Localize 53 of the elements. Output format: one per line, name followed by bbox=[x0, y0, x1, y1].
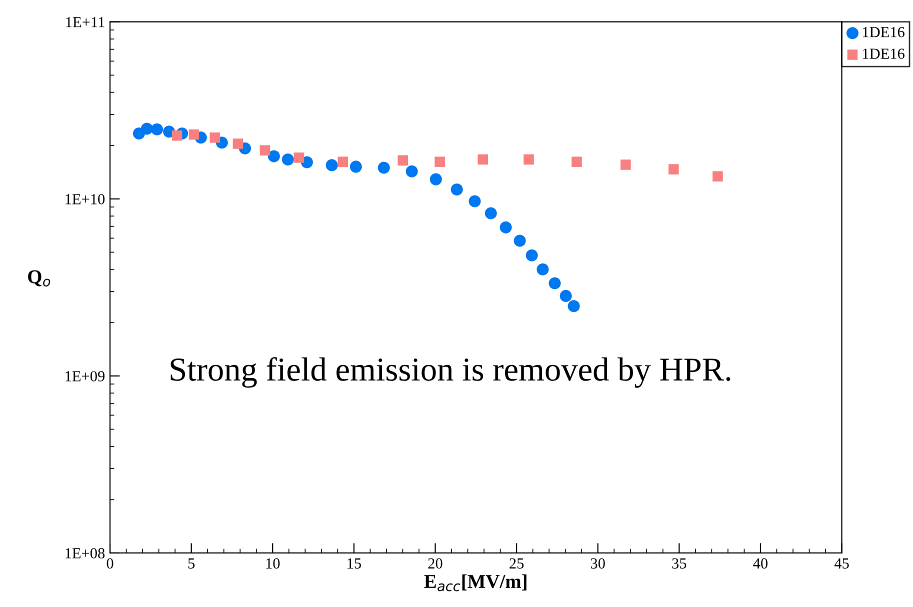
x-tick-label: 20 bbox=[428, 558, 442, 569]
point bbox=[514, 234, 526, 247]
y-tick-label: 1E+10 bbox=[66, 194, 105, 204]
point bbox=[548, 277, 561, 290]
point bbox=[434, 156, 445, 167]
point bbox=[620, 160, 631, 170]
point bbox=[398, 155, 408, 166]
x-tick-label: 10 bbox=[266, 558, 280, 569]
x-tick-label: 0 bbox=[106, 558, 114, 569]
point bbox=[468, 195, 481, 208]
point bbox=[430, 173, 442, 186]
point bbox=[406, 165, 418, 178]
point bbox=[712, 171, 723, 182]
point bbox=[232, 138, 244, 149]
point bbox=[350, 160, 362, 173]
y-axis-title: Q$_{o}$ bbox=[28, 270, 50, 287]
point bbox=[560, 290, 572, 302]
point bbox=[536, 263, 549, 276]
point bbox=[524, 154, 534, 165]
point bbox=[338, 156, 348, 167]
x-tick-label: 45 bbox=[834, 558, 849, 569]
point bbox=[268, 150, 280, 162]
point bbox=[260, 145, 270, 156]
point bbox=[326, 159, 338, 172]
point bbox=[294, 152, 304, 163]
annotation: Strong field emission is removed by HPR. bbox=[170, 357, 730, 388]
x-tick-label: 25 bbox=[510, 558, 524, 569]
y-tick-label: 1E+11 bbox=[66, 17, 104, 28]
point bbox=[210, 132, 220, 143]
point bbox=[572, 156, 582, 167]
x-tick-label: 30 bbox=[590, 558, 605, 569]
point bbox=[282, 153, 294, 166]
point bbox=[484, 207, 497, 220]
y-tick-label: 1E+08 bbox=[66, 548, 105, 558]
x-tick-label: 40 bbox=[753, 558, 768, 569]
point bbox=[526, 249, 538, 262]
x-axis-title: E$_{acc}$[MV/m] bbox=[424, 574, 526, 592]
point bbox=[478, 154, 488, 165]
legend-label: 1DE16 bbox=[862, 48, 904, 59]
x-tick-label: 5 bbox=[188, 558, 195, 569]
point bbox=[151, 123, 164, 136]
x-tick-label: 15 bbox=[348, 558, 361, 569]
y-tick-label: 1E+09 bbox=[66, 371, 105, 382]
point bbox=[500, 221, 512, 234]
point bbox=[172, 130, 182, 141]
point bbox=[140, 122, 153, 135]
point bbox=[450, 183, 463, 196]
point bbox=[568, 300, 580, 312]
point bbox=[188, 129, 200, 140]
point bbox=[378, 162, 390, 174]
x-tick-label: 35 bbox=[672, 558, 686, 569]
point bbox=[668, 164, 679, 174]
legend-label: 1DE16 bbox=[862, 27, 904, 38]
